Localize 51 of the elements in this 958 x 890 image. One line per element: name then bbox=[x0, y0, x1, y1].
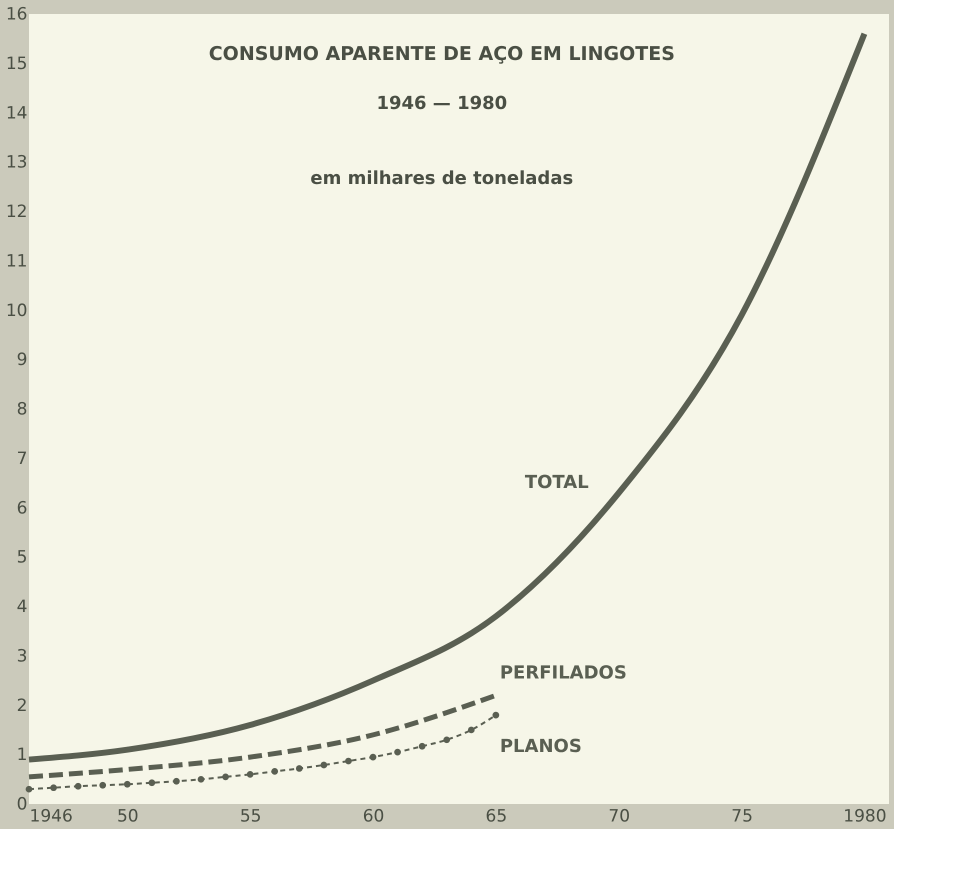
point bbox=[26, 786, 32, 793]
point bbox=[173, 778, 180, 785]
x-tick-label: 70 bbox=[608, 806, 630, 826]
text: 1946 — 1980 bbox=[376, 93, 508, 114]
y-tick-label: 15 bbox=[6, 54, 28, 74]
point bbox=[74, 782, 82, 790]
point bbox=[222, 773, 229, 780]
y-tick-label: 4 bbox=[16, 597, 28, 617]
annotation: em milhares de toneladas bbox=[310, 168, 574, 189]
text: CONSUMO APARENTE DE AÇO EM LINGOTES bbox=[208, 43, 675, 65]
y-tick-label: 3 bbox=[16, 646, 28, 666]
x-tick-label: 1946 bbox=[30, 806, 73, 826]
y-tick-label: 7 bbox=[16, 448, 28, 469]
point bbox=[492, 712, 500, 718]
point bbox=[124, 780, 131, 788]
x-tick-label: 1980 bbox=[843, 806, 887, 826]
y-tick-label: 8 bbox=[16, 400, 28, 420]
x-tick-label: 65 bbox=[486, 806, 508, 826]
y-tick-label: 13 bbox=[6, 152, 28, 173]
point bbox=[198, 776, 204, 783]
point bbox=[370, 754, 376, 760]
y-tick-label: 0 bbox=[16, 794, 28, 814]
y-tick-label: 1 bbox=[16, 745, 28, 766]
series-label: TOTAL bbox=[524, 472, 589, 493]
point bbox=[148, 779, 156, 786]
y-tick-label: 16 bbox=[6, 4, 28, 24]
x-tick-label: 55 bbox=[240, 806, 262, 826]
point bbox=[345, 758, 352, 764]
x-tick-label: 50 bbox=[116, 806, 139, 826]
point bbox=[246, 771, 254, 778]
point bbox=[443, 736, 450, 744]
point bbox=[418, 742, 426, 750]
point bbox=[468, 726, 475, 734]
x-tick-label: 60 bbox=[362, 806, 384, 826]
y-tick-label: 9 bbox=[16, 350, 28, 370]
y-tick-label: 11 bbox=[6, 251, 28, 272]
point bbox=[271, 768, 278, 775]
y-tick-label: 2 bbox=[16, 696, 28, 716]
x-tick-label: 75 bbox=[731, 806, 753, 826]
y-tick-label: 12 bbox=[6, 202, 28, 222]
series-label: PERFILADOS bbox=[500, 662, 627, 684]
series-label: PLANOS bbox=[500, 736, 582, 758]
y-tick-label: 5 bbox=[16, 548, 28, 568]
point bbox=[50, 784, 57, 792]
point bbox=[99, 782, 106, 789]
point bbox=[296, 765, 303, 772]
point bbox=[394, 748, 401, 756]
y-tick-label: 6 bbox=[16, 498, 28, 518]
y-tick-label: 14 bbox=[6, 103, 28, 124]
point bbox=[320, 762, 328, 768]
y-tick-label: 10 bbox=[6, 300, 28, 321]
